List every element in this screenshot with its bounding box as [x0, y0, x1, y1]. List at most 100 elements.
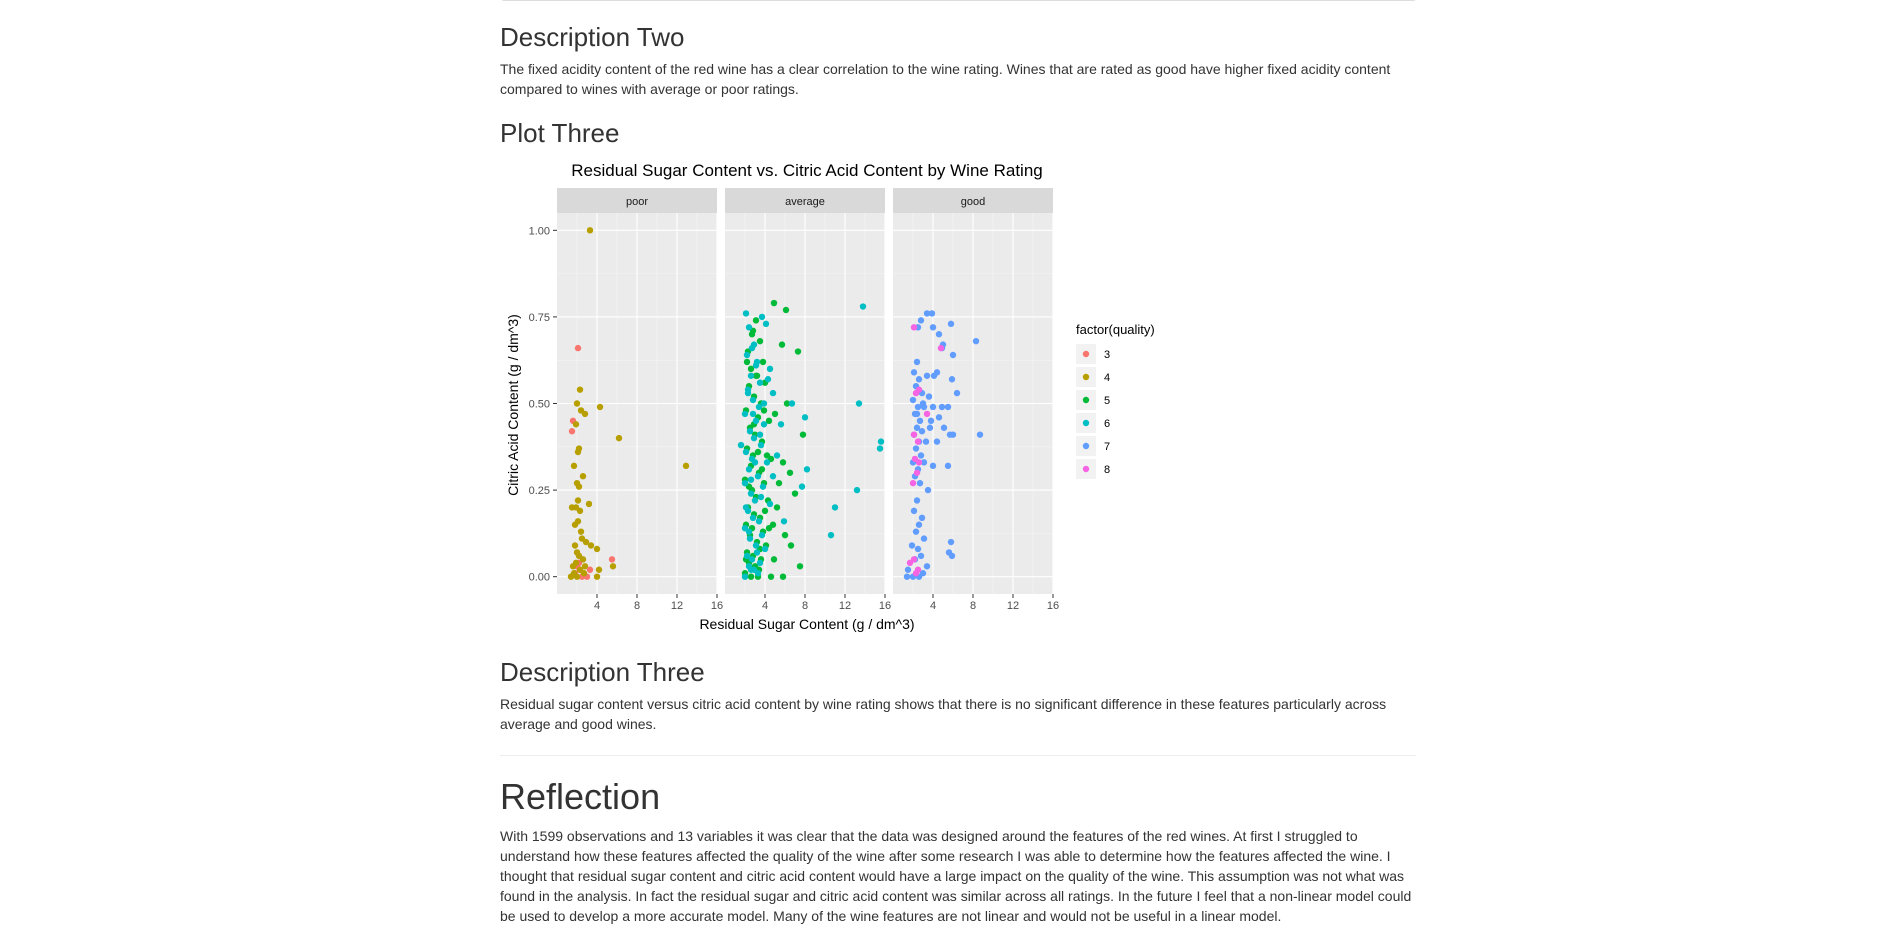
data-point-quality-6: [758, 313, 766, 321]
data-point-quality-3: [608, 556, 616, 563]
data-point-quality-4: [575, 483, 583, 490]
data-point-quality-7: [938, 403, 946, 411]
previous-panel-edge: [500, 0, 1417, 1]
data-point-quality-7: [913, 358, 921, 366]
legend: factor(quality) 3 4 5 6 7 8: [1076, 322, 1155, 479]
data-point-quality-7: [903, 573, 911, 580]
data-point-quality-7: [918, 514, 926, 521]
data-point-quality-6: [745, 466, 753, 473]
data-point-quality-5: [782, 306, 790, 314]
data-point-quality-6: [747, 566, 755, 573]
data-point-quality-7: [915, 376, 923, 383]
data-point-quality-8: [906, 559, 914, 567]
x-tick-label: 8: [802, 600, 808, 612]
data-point-quality-6: [746, 535, 754, 542]
data-point-quality-4: [587, 542, 595, 549]
data-point-quality-4: [682, 462, 690, 470]
legend-swatch-6: [1082, 419, 1090, 427]
data-point-quality-7: [922, 438, 930, 445]
data-point-quality-6: [759, 483, 767, 490]
chart-title: Residual Sugar Content vs. Citric Acid C…: [571, 161, 1043, 180]
data-point-quality-7: [928, 310, 936, 317]
data-point-quality-4: [596, 403, 604, 411]
description-three-heading: Description Three: [500, 657, 705, 687]
data-point-quality-4: [578, 535, 586, 542]
y-tick-label: 0.25: [529, 485, 550, 497]
data-point-quality-6: [752, 362, 760, 369]
data-point-quality-6: [747, 372, 755, 379]
scatter-plot: Residual Sugar Content vs. Citric Acid C…: [505, 161, 1155, 632]
data-point-quality-8: [923, 410, 931, 418]
data-point-quality-6: [760, 421, 768, 428]
legend-swatch-7: [1082, 442, 1090, 450]
data-point-quality-7: [920, 459, 928, 466]
data-point-quality-6: [746, 428, 754, 435]
data-point-quality-6: [745, 528, 753, 535]
data-point-quality-7: [918, 428, 926, 435]
data-point-quality-5: [747, 365, 755, 373]
x-tick-label: 16: [879, 600, 891, 612]
data-point-quality-7: [913, 424, 921, 431]
data-point-quality-6: [752, 417, 760, 425]
x-tick-label: 12: [671, 600, 683, 612]
data-point-quality-5: [794, 348, 802, 355]
data-point-quality-5: [767, 573, 775, 580]
facet-label-average: average: [785, 196, 825, 208]
data-point-quality-5: [758, 466, 766, 473]
data-point-quality-5: [791, 490, 799, 497]
data-point-quality-7: [929, 324, 937, 331]
data-point-quality-5: [752, 317, 760, 324]
facet-strip-good: [893, 188, 1053, 213]
data-point-quality-8: [937, 344, 945, 352]
data-point-quality-6: [859, 303, 867, 310]
data-point-quality-6: [743, 351, 751, 359]
data-point-quality-7: [924, 486, 932, 494]
data-point-quality-7: [914, 545, 922, 553]
data-point-quality-6: [742, 310, 750, 317]
data-point-quality-5: [779, 459, 787, 466]
data-point-quality-7: [919, 400, 927, 407]
reflection-heading: Reflection: [500, 776, 661, 817]
data-point-quality-6: [756, 379, 764, 386]
legend-swatch-8: [1082, 465, 1090, 473]
data-point-quality-5: [770, 299, 778, 307]
data-point-quality-7: [919, 570, 927, 577]
data-point-quality-4: [595, 566, 603, 573]
data-point-quality-7: [929, 403, 937, 411]
data-point-quality-4: [585, 500, 593, 508]
data-point-quality-6: [741, 479, 749, 487]
data-point-quality-7: [920, 535, 928, 542]
data-point-quality-4: [593, 545, 601, 553]
data-point-quality-7: [910, 507, 918, 515]
data-point-quality-4: [586, 227, 594, 234]
data-point-quality-6: [876, 445, 884, 452]
x-tick-label: 12: [1007, 600, 1019, 612]
data-point-quality-4: [576, 507, 584, 515]
x-tick-label: 8: [970, 600, 976, 612]
legend-label-6: 6: [1104, 418, 1110, 430]
data-point-quality-7: [944, 403, 952, 411]
data-point-quality-6: [751, 497, 759, 504]
data-point-quality-5: [786, 469, 794, 476]
section-divider: [500, 755, 1416, 756]
data-point-quality-4: [580, 570, 588, 577]
data-point-quality-3: [586, 566, 594, 573]
data-point-quality-7: [947, 320, 955, 328]
data-point-quality-6: [750, 434, 758, 442]
data-point-quality-6: [745, 324, 753, 331]
data-point-quality-6: [798, 483, 806, 490]
data-point-quality-6: [764, 376, 772, 383]
data-point-quality-7: [925, 393, 933, 400]
data-point-quality-6: [761, 545, 769, 553]
data-point-quality-7: [927, 417, 935, 425]
legend-label-4: 4: [1104, 372, 1110, 384]
data-point-quality-5: [761, 507, 769, 515]
facet-label-poor: poor: [626, 196, 648, 208]
data-point-quality-7: [933, 438, 941, 445]
data-point-quality-4: [569, 563, 577, 570]
data-point-quality-6: [763, 459, 771, 466]
data-point-quality-6: [756, 559, 764, 567]
data-point-quality-5: [747, 573, 755, 580]
data-point-quality-4: [572, 421, 580, 428]
data-point-quality-6: [803, 466, 811, 473]
